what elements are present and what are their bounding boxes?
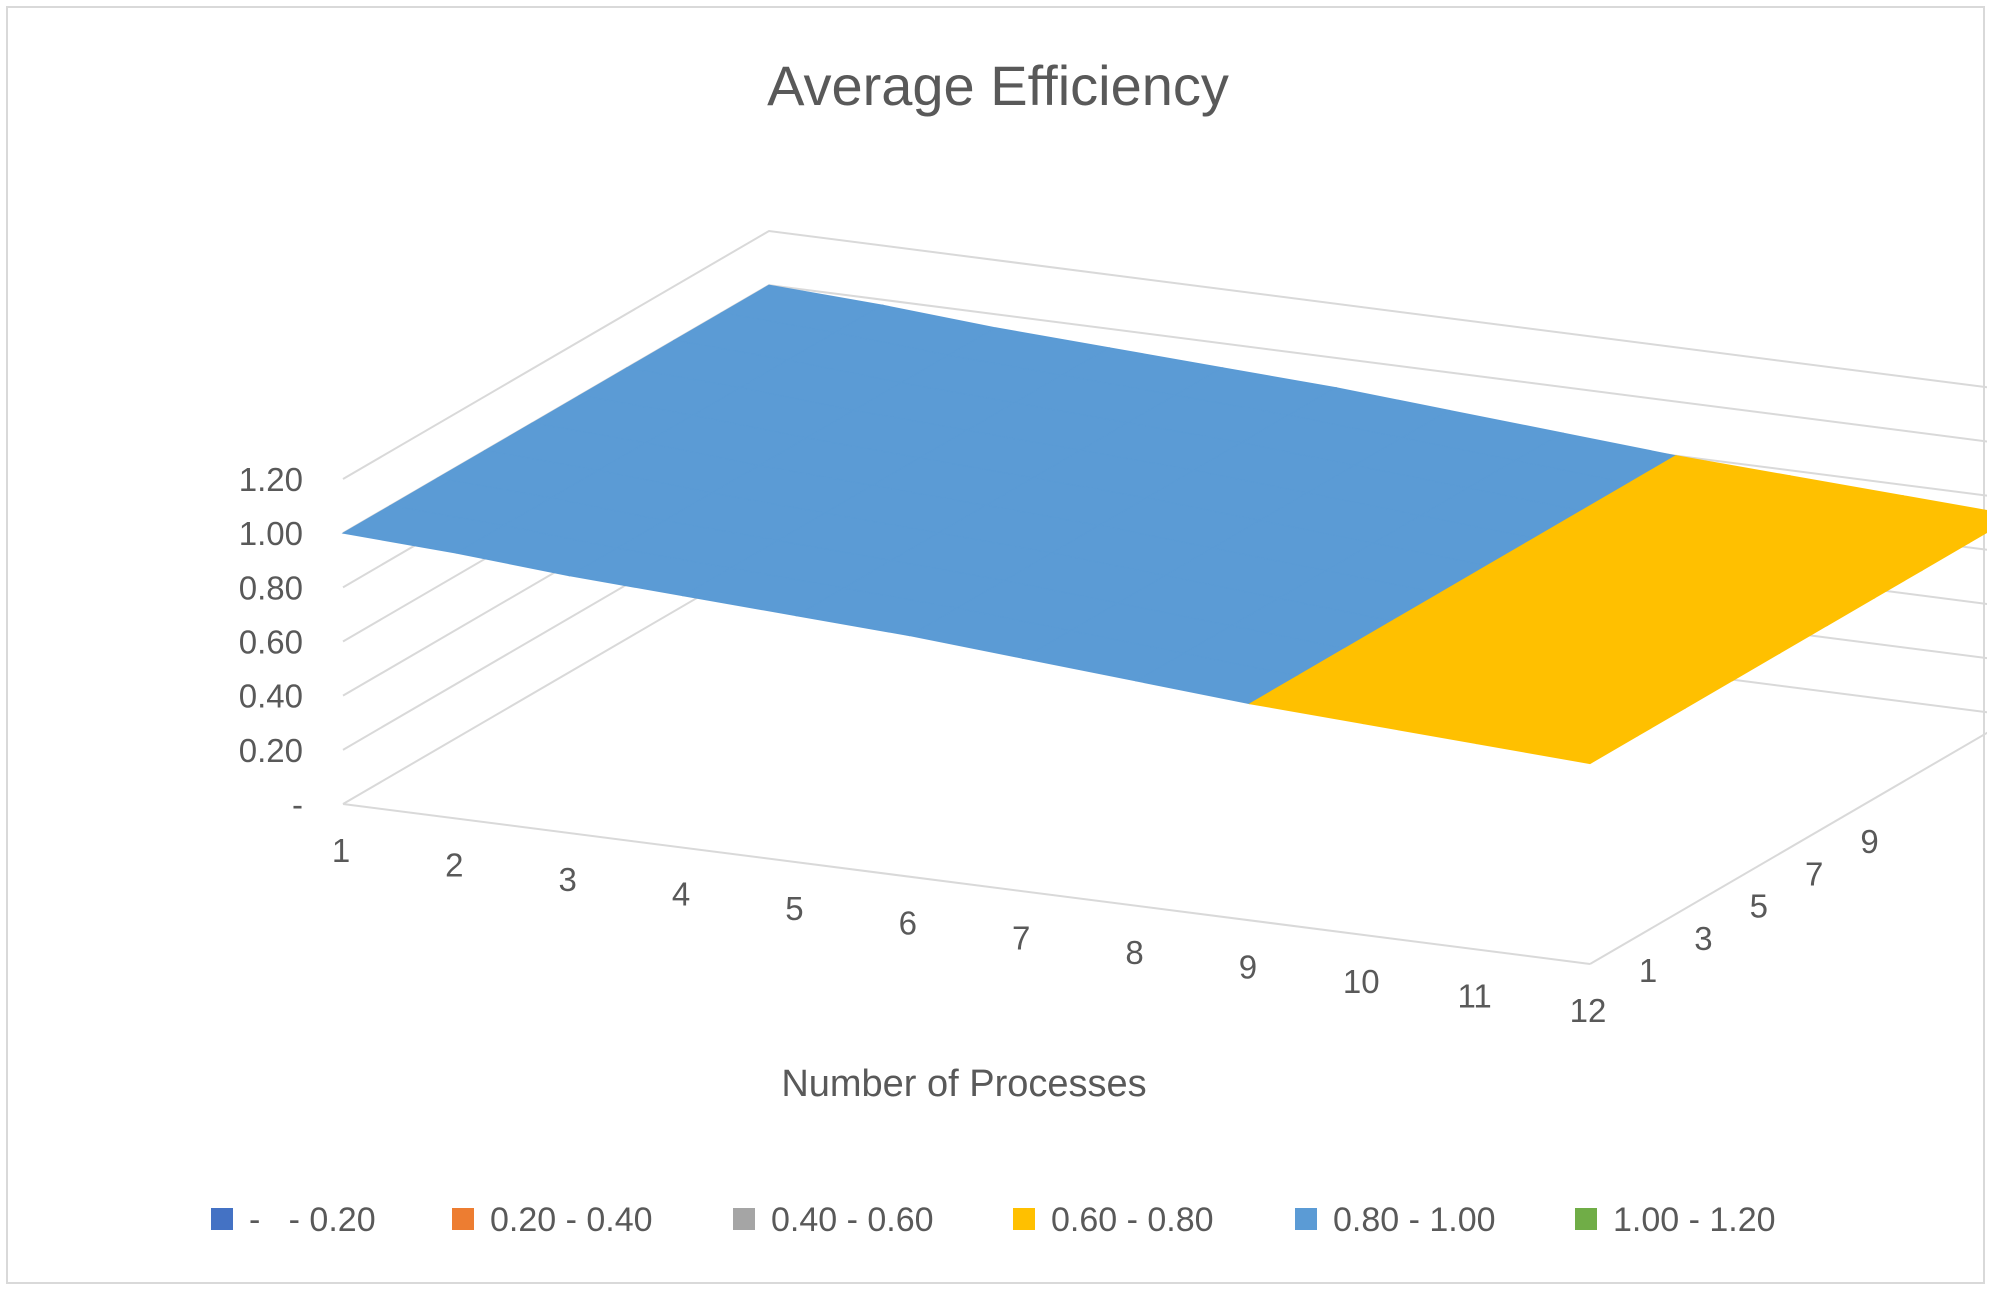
z-tick-label: 0.20: [239, 732, 303, 769]
z-tick-label: 0.80: [239, 569, 303, 606]
x-tick-label: 5: [785, 890, 803, 927]
x-tick-label: 1: [332, 832, 350, 869]
legend-swatch: [211, 1208, 233, 1230]
surface-cell: [1475, 715, 1639, 765]
chart-frame: Average Efficiency - 0.20 0.40 0.60 0.80 1.00…: [6, 6, 1987, 1284]
x-axis-title: Number of Processes: [781, 1063, 1146, 1105]
gridline: [342, 229, 1987, 480]
depth-tick-label: 9: [1860, 823, 1878, 860]
z-tick-label: 1.20: [239, 461, 303, 498]
floor-edge-front: [342, 803, 1591, 965]
legend-swatch: [1013, 1208, 1035, 1230]
legend-label: 0.80 - 1.00: [1333, 1201, 1496, 1239]
legend-label: 1.00 - 1.20: [1613, 1201, 1776, 1239]
x-tick-label: 6: [899, 905, 917, 942]
x-tick-label: 2: [445, 847, 463, 884]
x-axis-ticks: 1 2 3 4 5 6 7 8 9 10 11 12: [332, 832, 1607, 1029]
x-tick-label: 11: [1458, 977, 1492, 1014]
z-tick-label: -: [292, 786, 303, 823]
depth-tick-label: 5: [1750, 888, 1768, 925]
legend-label: 0.20 - 0.40: [490, 1201, 653, 1239]
legend-swatch: [452, 1208, 474, 1230]
floor-edge-right: [1589, 731, 1987, 965]
legend-label: 0.60 - 0.80: [1051, 1201, 1214, 1239]
depth-tick-label: 3: [1694, 920, 1712, 957]
chart-title: Average Efficiency: [767, 54, 1229, 117]
surface-chart: Average Efficiency - 0.20 0.40 0.60 0.80 1.00…: [211, 54, 1987, 1239]
x-tick-label: 3: [559, 861, 577, 898]
x-tick-label: 10: [1343, 963, 1380, 1000]
legend-label: - - 0.20: [249, 1201, 376, 1239]
x-tick-label: 12: [1570, 992, 1607, 1029]
z-tick-label: 0.60: [239, 624, 303, 661]
legend-swatch: [733, 1208, 755, 1230]
legend: - - 0.20 0.20 - 0.40 0.40 - 0.60 0.60 - 0.8…: [211, 1201, 1776, 1239]
surface: [341, 284, 1987, 765]
x-tick-label: 8: [1125, 934, 1143, 971]
depth-tick-label: 1: [1639, 952, 1657, 989]
depth-tick-label: 7: [1805, 855, 1823, 892]
x-tick-label: 4: [672, 876, 690, 913]
depth-axis-ticks: 13 579: [1639, 823, 1879, 989]
x-tick-label: 7: [1012, 919, 1030, 956]
legend-label: 0.40 - 0.60: [771, 1201, 934, 1239]
legend-swatch: [1295, 1208, 1317, 1230]
z-tick-label: 0.40: [239, 678, 303, 715]
z-tick-label: 1.00: [239, 515, 303, 552]
legend-swatch: [1575, 1208, 1597, 1230]
z-axis-ticks: - 0.20 0.40 0.60 0.80 1.00 1.20: [239, 461, 303, 823]
x-tick-label: 9: [1239, 948, 1257, 985]
